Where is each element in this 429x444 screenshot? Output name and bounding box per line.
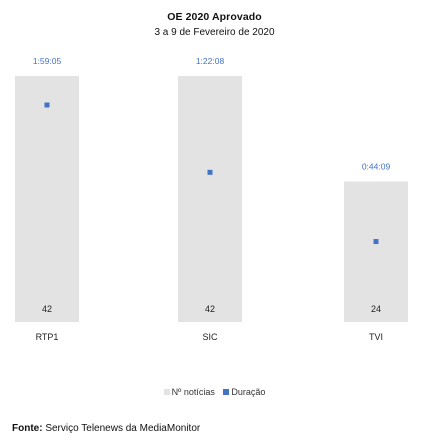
duration-label-tvi: 0:44:09 (362, 161, 391, 171)
chart-title: OE 2020 Aprovado (167, 11, 262, 23)
legend-swatch-bars (163, 389, 170, 395)
source-text: Serviço Telenews da MediaMonitor (42, 423, 201, 434)
duration-label-sic: 1:22:08 (196, 56, 225, 66)
bar-label-rtp1: 42 (42, 304, 52, 314)
legend-item-duracao: Duração (223, 387, 265, 397)
bar-label-tvi: 24 (371, 304, 381, 314)
source-note: Fonte: Serviço Telenews da MediaMonitor (12, 423, 200, 434)
bar-label-sic: 42 (205, 304, 215, 314)
bar-sic (178, 76, 242, 322)
chart-subtitle: 3 a 9 de Fevereiro de 2020 (154, 27, 275, 38)
legend-label-duracao: Duração (231, 387, 266, 397)
marker-sic (207, 169, 213, 175)
tick-label-tvi: TVI (369, 332, 383, 342)
legend-label-noticias: Nº notícias (171, 387, 215, 397)
marker-tvi (373, 239, 379, 245)
chart-legend: Nº notícias Duração (0, 387, 429, 397)
tick-label-sic: SIC (202, 332, 218, 342)
source-label: Fonte: (12, 423, 43, 434)
bar-tvi (344, 181, 408, 322)
tick-label-rtp1: RTP1 (36, 332, 59, 342)
duration-label-rtp1: 1:59:05 (33, 56, 62, 66)
legend-swatch-markers (223, 389, 230, 395)
chart-plot: 42 1:59:05 RTP1 42 1:22:08 SIC 24 0:44:09 TVI (15, 56, 408, 342)
bar-rtp1 (15, 76, 79, 322)
marker-rtp1 (44, 102, 50, 108)
legend-item-noticias: Nº notícias (163, 387, 215, 397)
